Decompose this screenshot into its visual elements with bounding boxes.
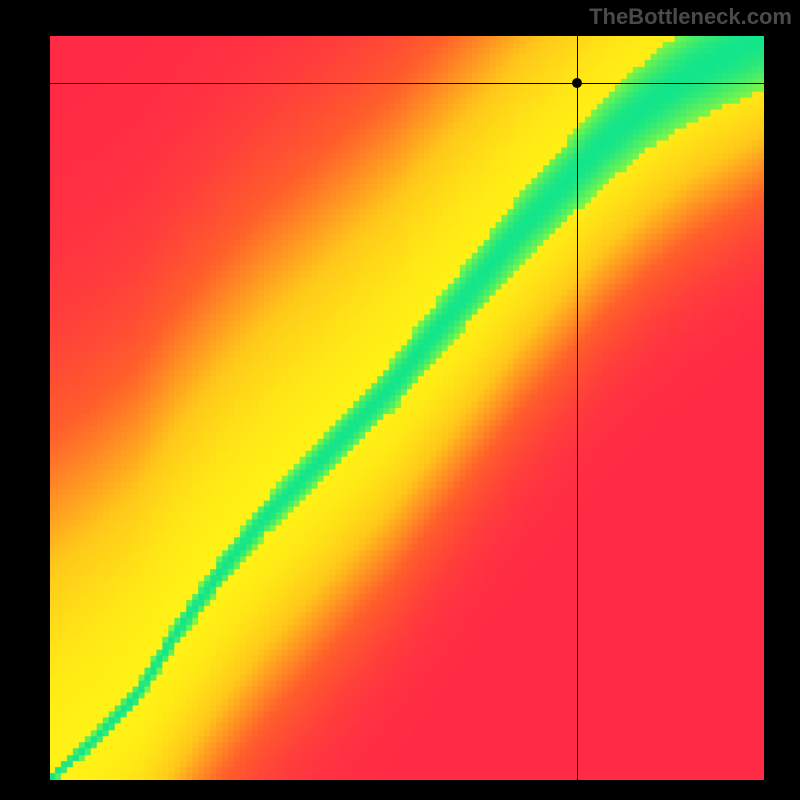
heatmap-canvas (50, 36, 764, 780)
heatmap-plot-area (48, 34, 766, 782)
crosshair-horizontal (50, 83, 764, 84)
marker-dot (572, 78, 582, 88)
watermark-text: TheBottleneck.com (589, 4, 792, 30)
crosshair-vertical (577, 36, 578, 780)
